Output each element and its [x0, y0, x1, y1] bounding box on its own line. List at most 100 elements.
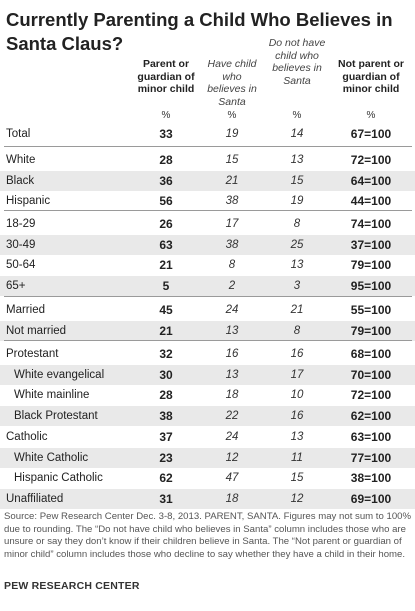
- table-row: Protestant 32 16 16 68=100: [0, 344, 415, 364]
- table-row: 30-49 63 38 25 37=100: [0, 234, 415, 255]
- cell-parent: 38: [159, 409, 173, 424]
- cell-not-parent: 69=100: [350, 491, 392, 506]
- cell-parent: 37: [159, 429, 173, 444]
- cell-not-parent: 72=100: [350, 153, 392, 167]
- cell-parent: 28: [159, 153, 173, 167]
- cell-believes: 15: [225, 154, 239, 166]
- row-label: Not married: [6, 324, 67, 337]
- table-row: Unaffiliated 31 18 12 69=100: [0, 488, 415, 509]
- cell-believes: 38: [225, 195, 239, 208]
- cell-not-parent: 37=100: [350, 237, 392, 252]
- group-divider: [4, 296, 412, 297]
- row-label: 30-49: [6, 238, 36, 251]
- cell-believes: 18: [225, 492, 239, 505]
- table-row: Catholic 37 24 13 63=100: [0, 427, 415, 447]
- cell-parent: 62: [159, 471, 173, 486]
- group-divider: [4, 210, 412, 211]
- table-row: Total 33 19 14 67=100: [0, 124, 415, 144]
- cell-not-believes: 21: [290, 304, 304, 316]
- table-row: 65+ 5 2 3 95=100: [0, 276, 415, 297]
- cell-not-believes: 15: [290, 472, 304, 485]
- cell-not-parent: 38=100: [350, 471, 392, 486]
- source-note: Source: Pew Research Center Dec. 3-8, 20…: [4, 511, 412, 560]
- cell-not-parent: 64=100: [350, 173, 392, 188]
- cell-not-believes: 17: [290, 368, 304, 381]
- unit-not-believes: %: [292, 110, 302, 121]
- cell-not-believes: 16: [290, 410, 304, 423]
- cell-believes: 38: [225, 238, 239, 251]
- unit-not-parent: %: [366, 110, 376, 121]
- cell-not-believes: 14: [290, 128, 304, 140]
- col-header-not-parent: Not parent or guardian of minor child: [338, 58, 404, 95]
- cell-not-believes: 15: [290, 174, 304, 187]
- cell-parent: 56: [159, 194, 173, 209]
- cell-not-believes: 19: [290, 195, 304, 208]
- cell-not-believes: 13: [290, 430, 304, 443]
- cell-not-parent: 77=100: [350, 450, 392, 465]
- cell-parent: 30: [159, 367, 173, 382]
- table-row: Black 36 21 15 64=100: [0, 170, 415, 191]
- cell-parent: 28: [159, 388, 173, 403]
- cell-believes: 16: [225, 348, 239, 360]
- cell-parent: 23: [159, 450, 173, 465]
- row-label: Hispanic Catholic: [14, 472, 103, 485]
- cell-believes: 17: [225, 218, 239, 230]
- table-row: Married 45 24 21 55=100: [0, 300, 415, 320]
- cell-not-believes: 16: [290, 348, 304, 360]
- cell-believes: 18: [225, 389, 239, 402]
- table-row: Hispanic 56 38 19 44=100: [0, 191, 415, 211]
- cell-believes: 47: [225, 472, 239, 485]
- unit-parent: %: [161, 110, 171, 121]
- cell-believes: 19: [225, 128, 239, 140]
- cell-believes: 21: [225, 174, 239, 187]
- row-label: White mainline: [14, 389, 90, 402]
- cell-parent: 36: [159, 173, 173, 188]
- cell-believes: 13: [225, 368, 239, 381]
- cell-parent: 33: [159, 127, 173, 141]
- table-row: 50-64 21 8 13 79=100: [0, 255, 415, 275]
- table-row: Hispanic Catholic 62 47 15 38=100: [0, 468, 415, 488]
- row-label: 18-29: [6, 218, 36, 230]
- cell-not-believes: 8: [293, 218, 301, 230]
- group-divider: [4, 340, 412, 341]
- cell-not-believes: 25: [290, 238, 304, 251]
- cell-not-parent: 63=100: [350, 429, 392, 444]
- table-row: White evangelical 30 13 17 70=100: [0, 364, 415, 385]
- row-label: Total: [6, 128, 31, 140]
- cell-believes: 24: [225, 430, 239, 443]
- row-label: White evangelical: [14, 368, 105, 381]
- cell-not-parent: 95=100: [350, 279, 392, 294]
- cell-not-parent: 55=100: [350, 303, 392, 317]
- cell-not-parent: 44=100: [350, 194, 392, 209]
- cell-believes: 2: [228, 280, 236, 293]
- table-row: Not married 21 13 8 79=100: [0, 320, 415, 341]
- cell-not-believes: 13: [290, 259, 304, 272]
- table-row: 18-29 26 17 8 74=100: [0, 214, 415, 234]
- cell-not-believes: 11: [291, 451, 303, 464]
- row-label: Married: [6, 304, 45, 316]
- cell-not-parent: 79=100: [350, 323, 392, 338]
- unit-believes: %: [227, 110, 237, 121]
- row-label: 50-64: [6, 259, 36, 272]
- col-header-believes: Have child who believes in Santa: [207, 58, 257, 108]
- row-label: Hispanic: [6, 195, 51, 208]
- table-row: Black Protestant 38 22 16 62=100: [0, 406, 415, 427]
- cell-parent: 5: [162, 279, 170, 294]
- cell-not-believes: 12: [290, 492, 304, 505]
- cell-not-believes: 10: [290, 389, 304, 402]
- row-label: Black: [6, 174, 35, 187]
- row-label: White Catholic: [14, 451, 89, 464]
- cell-parent: 21: [159, 258, 173, 273]
- cell-not-parent: 74=100: [350, 217, 392, 231]
- cell-believes: 24: [225, 304, 239, 316]
- row-label: Catholic: [6, 430, 48, 443]
- row-label: White: [6, 154, 36, 166]
- cell-believes: 8: [228, 259, 236, 272]
- col-header-parent: Parent or guardian of minor child: [137, 58, 195, 95]
- cell-believes: 12: [225, 451, 239, 464]
- cell-not-parent: 62=100: [350, 409, 392, 424]
- row-label: Unaffiliated: [6, 492, 64, 505]
- row-label: Protestant: [6, 348, 59, 360]
- cell-parent: 63: [159, 237, 173, 252]
